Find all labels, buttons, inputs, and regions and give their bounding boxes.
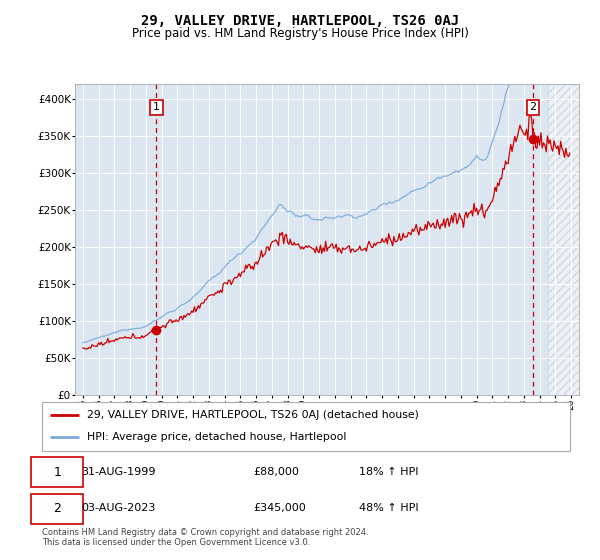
Text: 31-AUG-1999: 31-AUG-1999 — [82, 467, 156, 477]
Text: £88,000: £88,000 — [253, 467, 299, 477]
Text: 2: 2 — [529, 102, 536, 113]
Text: 1: 1 — [53, 465, 61, 479]
Text: 18% ↑ HPI: 18% ↑ HPI — [359, 467, 418, 477]
Text: HPI: Average price, detached house, Hartlepool: HPI: Average price, detached house, Hart… — [87, 432, 346, 442]
Text: Contains HM Land Registry data © Crown copyright and database right 2024.
This d: Contains HM Land Registry data © Crown c… — [42, 528, 368, 547]
FancyBboxPatch shape — [31, 494, 83, 524]
Text: 48% ↑ HPI: 48% ↑ HPI — [359, 503, 418, 514]
Text: 29, VALLEY DRIVE, HARTLEPOOL, TS26 0AJ (detached house): 29, VALLEY DRIVE, HARTLEPOOL, TS26 0AJ (… — [87, 410, 419, 420]
FancyBboxPatch shape — [31, 458, 83, 487]
FancyBboxPatch shape — [42, 402, 570, 451]
Text: 1: 1 — [153, 102, 160, 113]
Text: 2: 2 — [53, 502, 61, 515]
Text: 03-AUG-2023: 03-AUG-2023 — [82, 503, 156, 514]
Bar — [548, 84, 579, 395]
Text: 29, VALLEY DRIVE, HARTLEPOOL, TS26 0AJ: 29, VALLEY DRIVE, HARTLEPOOL, TS26 0AJ — [141, 14, 459, 28]
Text: Price paid vs. HM Land Registry's House Price Index (HPI): Price paid vs. HM Land Registry's House … — [131, 27, 469, 40]
Text: £345,000: £345,000 — [253, 503, 306, 514]
